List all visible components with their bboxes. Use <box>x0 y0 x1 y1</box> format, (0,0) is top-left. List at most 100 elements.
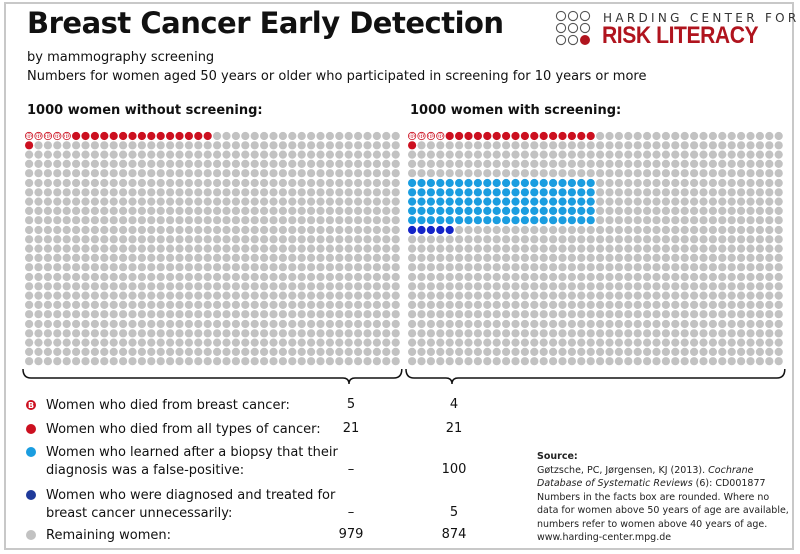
woman-dot-remaining <box>502 235 511 244</box>
woman-dot-remaining <box>184 357 193 366</box>
woman-dot-remaining <box>492 263 501 272</box>
woman-dot-remaining <box>511 159 520 168</box>
woman-dot-remaining <box>643 225 652 235</box>
woman-dot-remaining <box>661 178 671 188</box>
woman-dot-cancer-death <box>128 131 137 141</box>
woman-dot-remaining <box>241 282 250 291</box>
woman-dot-remaining <box>222 131 231 141</box>
woman-dot-remaining <box>278 197 287 206</box>
woman-dot-remaining <box>34 197 43 206</box>
woman-dot-remaining <box>53 159 62 168</box>
woman-dot-remaining <box>53 244 62 253</box>
woman-dot-remaining <box>231 272 240 282</box>
woman-dot-remaining <box>661 206 671 215</box>
woman-dot-false-positive <box>417 188 426 197</box>
woman-dot-remaining <box>316 272 325 282</box>
woman-dot-remaining <box>231 291 240 300</box>
woman-dot-remaining <box>147 206 156 215</box>
woman-dot-remaining <box>269 319 278 329</box>
woman-dot-remaining <box>586 310 595 319</box>
woman-dot-remaining <box>680 235 689 244</box>
woman-dot-remaining <box>520 329 530 338</box>
woman-dot-remaining <box>34 310 43 319</box>
woman-dot-remaining <box>455 235 464 244</box>
woman-dot-remaining <box>53 338 62 347</box>
woman-dot-remaining <box>624 169 633 178</box>
woman-dot-remaining <box>520 319 530 329</box>
woman-dot-remaining <box>62 272 71 282</box>
woman-dot-remaining <box>633 329 642 338</box>
woman-dot-remaining <box>372 206 381 215</box>
woman-dot-false-positive <box>567 197 577 206</box>
woman-dot-remaining <box>194 216 203 225</box>
woman-dot-remaining <box>363 150 372 159</box>
woman-dot-remaining <box>567 329 577 338</box>
woman-dot-remaining <box>661 272 671 282</box>
woman-dot-remaining <box>727 235 736 244</box>
woman-dot-remaining <box>278 178 287 188</box>
woman-dot-remaining <box>558 357 567 366</box>
woman-dot-remaining <box>109 272 118 282</box>
woman-dot-remaining <box>288 357 297 366</box>
woman-dot-remaining <box>417 263 426 272</box>
woman-dot-remaining <box>746 338 755 347</box>
woman-dot-remaining <box>175 263 184 272</box>
legend-label-line2: diagnosis was a false-positive: <box>46 463 245 478</box>
woman-dot-remaining <box>297 244 306 253</box>
woman-dot-remaining <box>53 357 62 366</box>
woman-dot-remaining <box>119 178 128 188</box>
woman-dot-remaining <box>382 141 391 150</box>
woman-dot-remaining <box>727 282 736 291</box>
woman-dot-remaining <box>241 216 250 225</box>
woman-dot-remaining <box>530 159 539 168</box>
woman-dot-remaining <box>100 235 109 244</box>
woman-dot-remaining <box>530 263 539 272</box>
woman-dot-remaining <box>363 282 372 291</box>
woman-dot-remaining <box>643 300 652 309</box>
woman-dot-remaining <box>699 216 708 225</box>
woman-dot-remaining <box>53 188 62 197</box>
woman-dot-remaining <box>586 235 595 244</box>
woman-dot-remaining <box>661 188 671 197</box>
woman-dot-remaining <box>708 347 718 356</box>
woman-dot-remaining <box>567 338 577 347</box>
woman-dot-remaining <box>260 225 269 235</box>
woman-dot-remaining <box>391 197 400 206</box>
woman-dot-remaining <box>455 300 464 309</box>
woman-dot-false-positive <box>502 178 511 188</box>
woman-dot-remaining <box>316 159 325 168</box>
woman-dot-remaining <box>455 225 464 235</box>
woman-dot-remaining <box>325 357 334 366</box>
woman-dot-remaining <box>344 197 353 206</box>
woman-dot-remaining <box>43 282 53 291</box>
woman-dot-remaining <box>62 310 71 319</box>
woman-dot-remaining <box>727 291 736 300</box>
woman-dot-remaining <box>307 300 316 309</box>
source-website[interactable]: www.harding-center.mpg.de <box>537 532 672 543</box>
woman-dot-remaining <box>344 188 353 197</box>
woman-dot-remaining <box>596 253 605 262</box>
woman-dot-remaining <box>699 310 708 319</box>
woman-dot-remaining <box>175 159 184 168</box>
woman-dot-remaining <box>250 291 259 300</box>
woman-dot-false-positive <box>464 206 473 215</box>
woman-dot-remaining <box>690 131 699 141</box>
woman-dot-remaining <box>464 357 473 366</box>
woman-dot-remaining <box>633 141 642 150</box>
woman-dot-remaining <box>25 282 34 291</box>
woman-dot-remaining <box>137 235 146 244</box>
woman-dot-remaining <box>307 338 316 347</box>
woman-dot-remaining <box>661 282 671 291</box>
woman-dot-remaining <box>194 357 203 366</box>
woman-dot-remaining <box>596 141 605 150</box>
woman-dot-remaining <box>652 178 661 188</box>
woman-dot-remaining <box>586 329 595 338</box>
woman-dot-remaining <box>363 206 372 215</box>
woman-dot-remaining <box>203 216 212 225</box>
woman-dot-remaining <box>222 178 231 188</box>
woman-dot-remaining <box>100 141 109 150</box>
woman-dot-remaining <box>241 244 250 253</box>
woman-dot-remaining <box>765 159 774 168</box>
woman-dot-remaining <box>344 329 353 338</box>
woman-dot-remaining <box>605 216 614 225</box>
